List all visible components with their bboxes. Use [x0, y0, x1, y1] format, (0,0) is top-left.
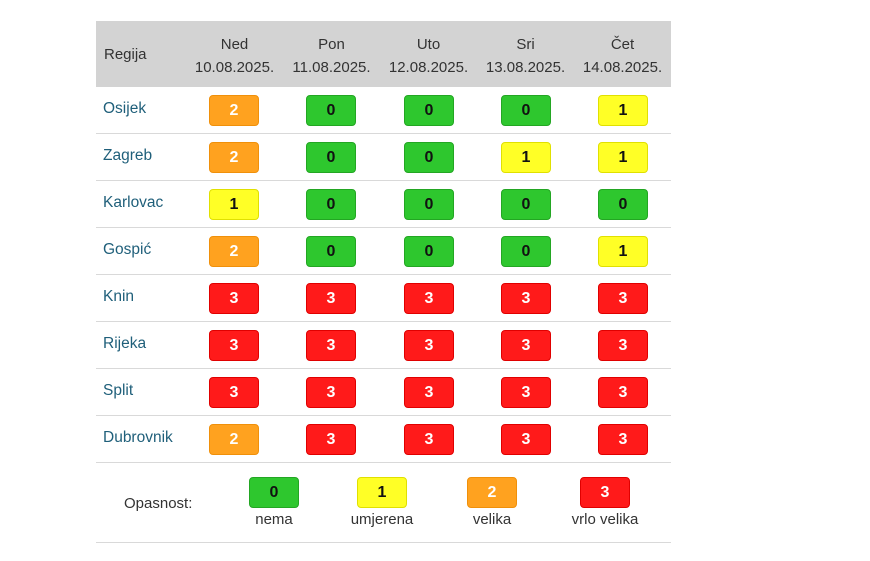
table-row: Split 3 3 3 3 3 [96, 369, 671, 416]
danger-badge: 3 [598, 377, 648, 408]
day-header: Pon 11.08.2025. [283, 33, 380, 79]
legend-label: Opasnost: [124, 495, 193, 512]
table-row: Zagreb 2 0 0 1 1 [96, 134, 671, 181]
danger-badge: 3 [598, 424, 648, 455]
danger-badge: 3 [209, 283, 259, 314]
danger-badge: 0 [598, 189, 648, 220]
day-name: Uto [416, 36, 441, 53]
fire-danger-table: Regija Ned 10.08.2025. Pon 11.08.2025. U… [96, 21, 671, 543]
danger-badge: 3 [404, 283, 454, 314]
day-date: 10.08.2025. [194, 59, 275, 76]
danger-badge: 1 [598, 142, 648, 173]
danger-badge: 3 [598, 283, 648, 314]
table-row: Dubrovnik 2 3 3 3 3 [96, 416, 671, 463]
day-name: Pon [318, 36, 345, 53]
danger-badge: 0 [404, 142, 454, 173]
danger-badge: 3 [501, 377, 551, 408]
danger-badge: 0 [306, 236, 356, 267]
legend-text: nema [255, 511, 293, 528]
legend-text: velika [472, 511, 512, 528]
day-date: 12.08.2025. [388, 59, 469, 76]
danger-badge: 3 [209, 377, 259, 408]
danger-badge: 0 [404, 189, 454, 220]
danger-badge: 3 [501, 283, 551, 314]
danger-badge: 3 [501, 424, 551, 455]
danger-badge: 0 [501, 236, 551, 267]
danger-badge: 3 [598, 330, 648, 361]
region-name[interactable]: Osijek [103, 100, 147, 117]
region-name[interactable]: Karlovac [103, 194, 164, 211]
danger-badge: 1 [501, 142, 551, 173]
legend-badge: 1 [357, 477, 407, 508]
danger-badge: 3 [306, 330, 356, 361]
danger-badge: 0 [404, 95, 454, 126]
legend-badge: 3 [580, 477, 630, 508]
day-header: Uto 12.08.2025. [380, 33, 477, 79]
table-row: Knin 3 3 3 3 3 [96, 275, 671, 322]
danger-badge: 1 [209, 189, 259, 220]
danger-badge: 3 [209, 330, 259, 361]
danger-badge: 3 [501, 330, 551, 361]
danger-badge: 3 [404, 424, 454, 455]
danger-badge: 1 [598, 95, 648, 126]
danger-badge: 2 [209, 424, 259, 455]
legend-badge: 2 [467, 477, 517, 508]
day-name: Sri [516, 36, 535, 53]
table-header: Regija Ned 10.08.2025. Pon 11.08.2025. U… [96, 21, 671, 87]
danger-badge: 3 [306, 283, 356, 314]
danger-badge: 2 [209, 236, 259, 267]
danger-legend: Opasnost: 0 nema 1 umjerena 2 velika 3 v… [96, 463, 671, 543]
region-name[interactable]: Knin [103, 288, 135, 305]
danger-badge: 2 [209, 142, 259, 173]
day-name: Ned [220, 36, 249, 53]
legend-item: 0 nema [224, 477, 324, 528]
day-header: Čet 14.08.2025. [574, 33, 671, 79]
legend-text: vrlo velika [571, 511, 639, 528]
region-column-header: Regija [104, 46, 147, 63]
danger-badge: 0 [306, 142, 356, 173]
region-name[interactable]: Split [103, 382, 134, 399]
legend-item: 1 umjerena [332, 477, 432, 528]
legend-text: umjerena [350, 511, 414, 528]
region-name[interactable]: Rijeka [103, 335, 147, 352]
danger-badge: 3 [306, 377, 356, 408]
day-date: 11.08.2025. [292, 59, 371, 76]
danger-badge: 0 [501, 95, 551, 126]
day-date: 14.08.2025. [582, 59, 663, 76]
day-date: 13.08.2025. [485, 59, 566, 76]
danger-badge: 2 [209, 95, 259, 126]
danger-badge: 0 [306, 95, 356, 126]
region-name[interactable]: Dubrovnik [103, 429, 173, 446]
table-row: Karlovac 1 0 0 0 0 [96, 181, 671, 228]
danger-badge: 0 [306, 189, 356, 220]
region-name[interactable]: Zagreb [103, 147, 153, 164]
day-header: Ned 10.08.2025. [186, 33, 283, 79]
legend-item: 3 vrlo velika [555, 477, 655, 528]
danger-badge: 3 [404, 377, 454, 408]
table-row: Gospić 2 0 0 0 1 [96, 228, 671, 275]
table-row: Rijeka 3 3 3 3 3 [96, 322, 671, 369]
day-name: Čet [610, 36, 635, 53]
day-header: Sri 13.08.2025. [477, 33, 574, 79]
region-name[interactable]: Gospić [103, 241, 152, 258]
danger-badge: 3 [404, 330, 454, 361]
legend-item: 2 velika [442, 477, 542, 528]
danger-badge: 0 [501, 189, 551, 220]
legend-badge: 0 [249, 477, 299, 508]
danger-badge: 3 [306, 424, 356, 455]
table-row: Osijek 2 0 0 0 1 [96, 87, 671, 134]
danger-badge: 0 [404, 236, 454, 267]
danger-badge: 1 [598, 236, 648, 267]
